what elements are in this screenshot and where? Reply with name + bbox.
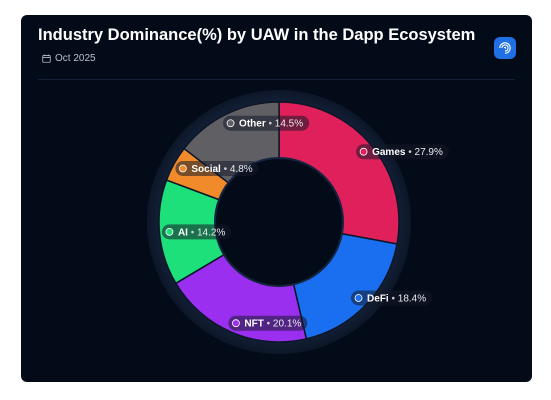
slice-labels: Games • 27.9% DeFi • 18.4% NFT • 20.1% AI •…	[161, 115, 449, 331]
donut-chart: Games • 27.9% DeFi • 18.4% NFT • 20.1% AI •…	[147, 90, 449, 354]
label-separator: •	[188, 227, 197, 238]
label-pill-bg	[356, 144, 449, 160]
slice-value-label: 20.1%	[273, 319, 301, 330]
slice-value-label: 27.9%	[415, 147, 443, 158]
label-separator: •	[264, 319, 273, 330]
label-pill-bg	[223, 115, 310, 131]
slice-name-label: Social	[191, 164, 221, 175]
chart-title: Industry Dominance(%) by UAW in the Dapp…	[38, 26, 476, 44]
label-text: Other • 14.5%	[239, 119, 303, 130]
slice-value-label: 14.2%	[197, 227, 225, 238]
slice-value-label: 4.8%	[230, 164, 253, 175]
label-dot	[359, 147, 368, 156]
slice-value-label: 18.4%	[398, 293, 426, 304]
label-pill-bg	[228, 315, 308, 331]
label-dot	[178, 164, 187, 173]
label-pill-social: Social • 4.8%	[175, 161, 259, 177]
donut-hole	[215, 158, 343, 286]
label-separator: •	[405, 147, 414, 158]
date-label: Oct 2025	[55, 53, 96, 64]
slice-name-label: DeFi	[367, 293, 389, 304]
signal-logo-icon[interactable]	[494, 37, 516, 59]
slice-value-label: 14.5%	[275, 119, 303, 130]
slice-name-label: NFT	[244, 319, 263, 330]
label-dot	[226, 119, 235, 128]
label-pill-nft: NFT • 20.1%	[228, 315, 308, 331]
label-pill-defi: DeFi • 18.4%	[351, 290, 433, 306]
label-pill-ai: AI • 14.2%	[161, 224, 232, 240]
calendar-icon	[42, 54, 51, 63]
slice-name-label: Other	[239, 119, 266, 130]
label-text: NFT • 20.1%	[244, 319, 301, 330]
label-pill-bg	[175, 161, 259, 177]
label-text: DeFi • 18.4%	[367, 293, 426, 304]
label-pill-bg	[351, 290, 433, 306]
label-text: AI • 14.2%	[178, 227, 226, 238]
label-pill-games: Games • 27.9%	[356, 144, 449, 160]
label-separator: •	[266, 119, 275, 130]
chart-card: Industry Dominance(%) by UAW in the Dapp…	[21, 15, 532, 382]
slice-name-label: AI	[178, 227, 188, 238]
label-text: Games • 27.9%	[372, 147, 443, 158]
label-separator: •	[389, 293, 398, 304]
label-dot	[165, 227, 174, 236]
slice-name-label: Games	[372, 147, 406, 158]
label-pill-bg	[161, 224, 232, 240]
donut-hole-ring	[214, 157, 344, 287]
header-divider	[38, 79, 515, 80]
date-row: Oct 2025	[42, 53, 96, 64]
label-separator: •	[221, 164, 230, 175]
label-dot	[354, 294, 363, 302]
label-dot	[232, 319, 240, 328]
label-pill-other: Other • 14.5%	[223, 115, 310, 131]
label-text: Social • 4.8%	[191, 164, 252, 175]
signal-logo-glyph	[499, 42, 511, 54]
